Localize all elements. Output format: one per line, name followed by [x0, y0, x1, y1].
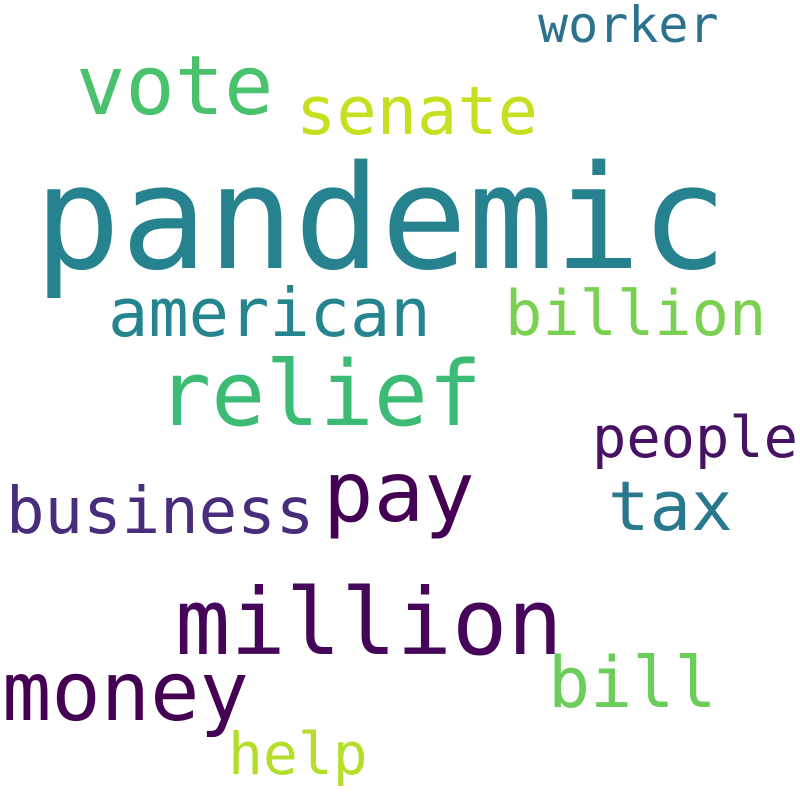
word-relief: relief [157, 342, 483, 447]
word-tax: tax [608, 467, 733, 547]
word-money: money [2, 645, 249, 740]
word-million: million [175, 569, 563, 676]
word-pandemic: pandemic [34, 134, 728, 302]
word-bill: bill [548, 642, 717, 724]
word-business: business [6, 475, 315, 549]
word-senate: senate [296, 72, 539, 150]
word-american: american [108, 274, 431, 352]
word-people: people [592, 405, 798, 471]
word-worker: worker [538, 0, 719, 54]
word-pay: pay [323, 443, 475, 541]
word-help: help [228, 720, 368, 788]
word-vote: vote [76, 39, 274, 134]
word-billion: billion [505, 277, 767, 350]
